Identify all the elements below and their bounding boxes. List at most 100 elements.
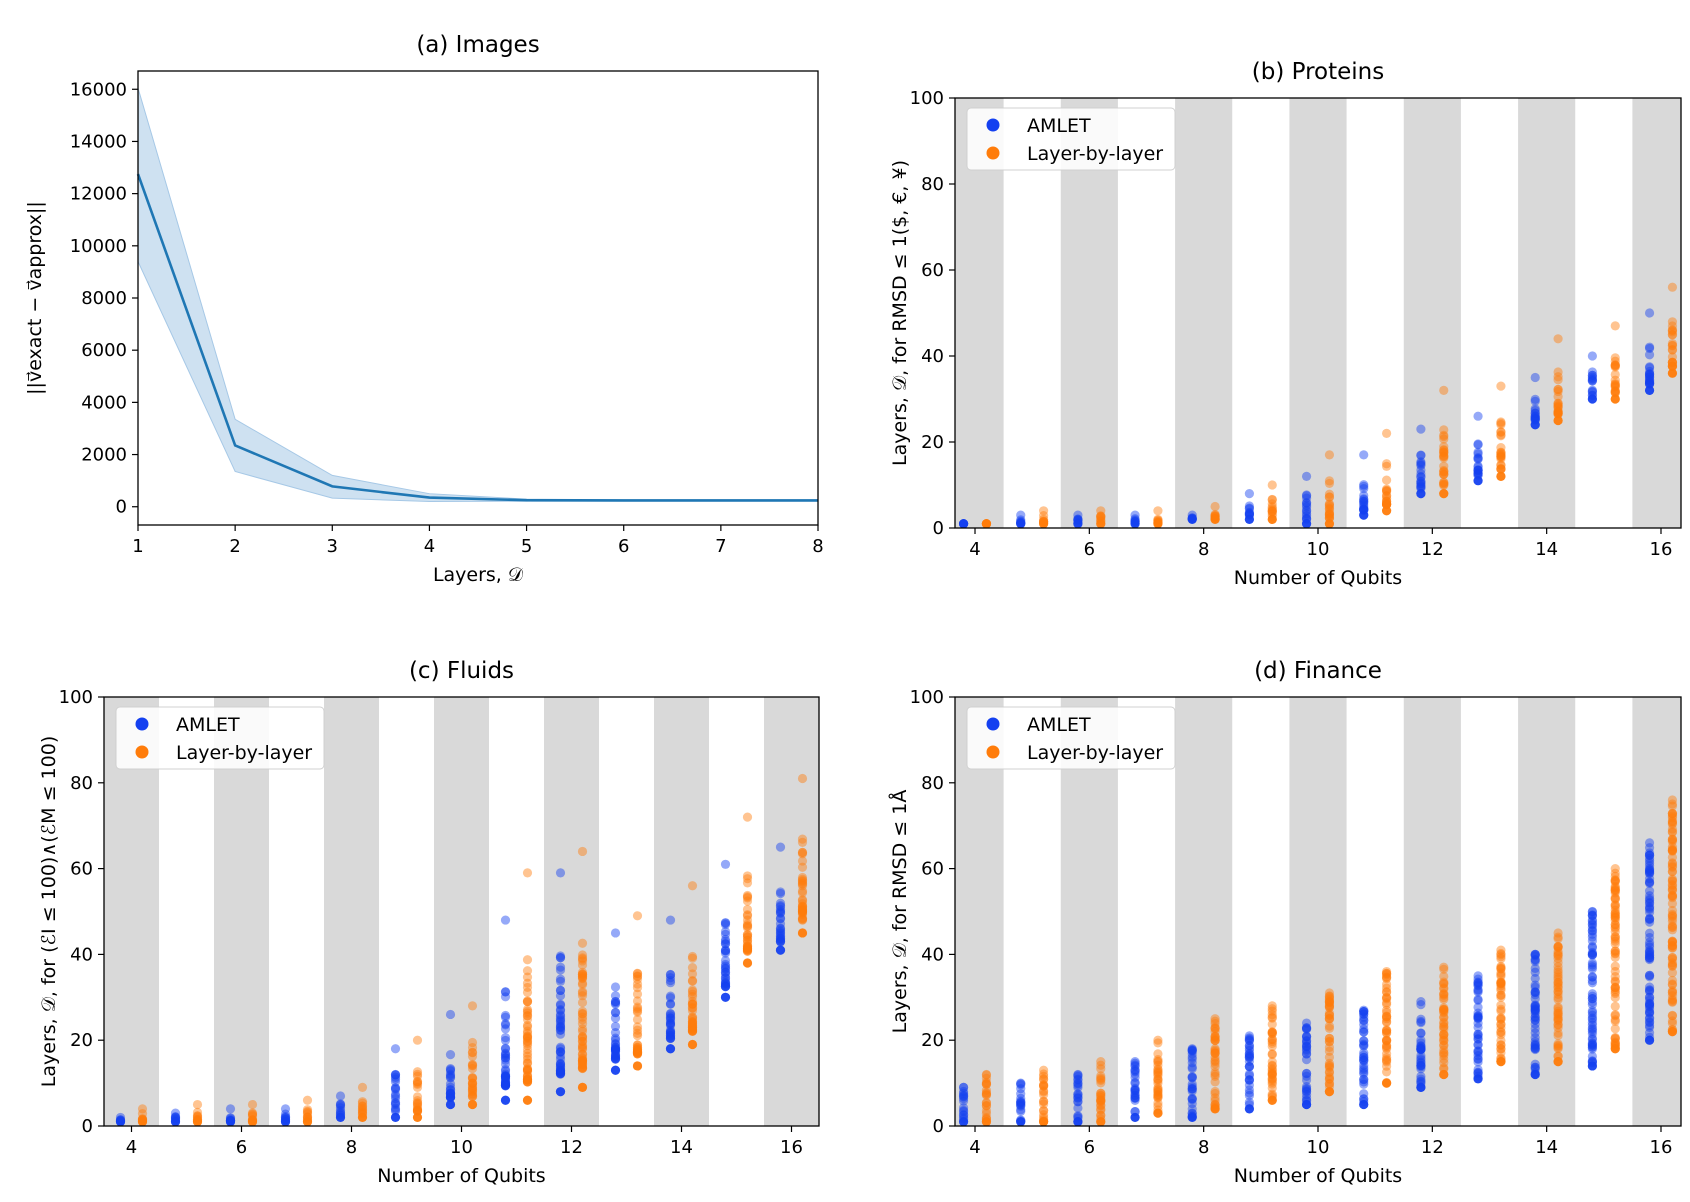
data-point (1553, 1020, 1563, 1030)
data-point (577, 1059, 588, 1070)
data-point (1439, 447, 1449, 457)
data-point (1644, 917, 1655, 927)
data-point (1496, 970, 1506, 980)
data-point (742, 944, 753, 954)
data-point (1416, 450, 1426, 461)
data-point (1267, 1057, 1277, 1067)
data-point (1644, 992, 1655, 1002)
data-point (1301, 493, 1312, 503)
data-point (1667, 352, 1678, 362)
data-point (1016, 1093, 1026, 1103)
data-point (1667, 921, 1678, 931)
data-point (577, 1015, 588, 1025)
data-point (555, 1068, 566, 1078)
data-point (1210, 1048, 1220, 1058)
data-point (1096, 1110, 1106, 1120)
data-point (555, 965, 566, 975)
data-point (1016, 510, 1026, 520)
data-point (1016, 1105, 1026, 1115)
data-point (1587, 910, 1597, 921)
data-point (1073, 1089, 1083, 1099)
data-point (1587, 916, 1597, 926)
data-point (687, 989, 698, 999)
data-point (775, 887, 786, 897)
data-point (467, 1090, 478, 1101)
data-point (1359, 1055, 1369, 1065)
data-point (1496, 1027, 1506, 1037)
data-point (665, 1033, 676, 1043)
data-point (1267, 1079, 1277, 1089)
data-point (555, 1006, 566, 1016)
data-point (1553, 977, 1563, 988)
data-point (1416, 1044, 1426, 1054)
data-point (1644, 999, 1655, 1010)
data-point (1267, 1074, 1277, 1084)
data-point (467, 1073, 478, 1083)
data-point (1553, 398, 1563, 409)
chart-title: (b) Proteins (1252, 59, 1384, 85)
data-point (1644, 951, 1655, 961)
data-point (1301, 1023, 1312, 1033)
data-point (390, 1070, 401, 1080)
data-point (1210, 1096, 1220, 1106)
data-point (1324, 492, 1335, 502)
data-point (1073, 1096, 1083, 1107)
data-point (1416, 1082, 1426, 1092)
data-point (1667, 941, 1678, 951)
data-point (775, 842, 786, 852)
data-point (1301, 1049, 1312, 1059)
data-point (1416, 1064, 1426, 1074)
data-point (1359, 1050, 1369, 1060)
data-point (445, 1073, 456, 1083)
data-point (1381, 428, 1392, 438)
data-point (555, 985, 566, 995)
legend-box (966, 706, 1176, 770)
data-point (1644, 848, 1655, 858)
data-point (1496, 978, 1506, 988)
data-point (1359, 1060, 1369, 1070)
data-point (632, 911, 643, 921)
data-point (1644, 902, 1655, 912)
data-point (1530, 987, 1540, 997)
data-point (1644, 982, 1655, 992)
y-tick-label: 60 (921, 859, 944, 880)
data-point (1587, 394, 1597, 404)
data-point (1610, 886, 1620, 896)
data-point (775, 908, 786, 918)
data-point (1153, 1092, 1163, 1102)
data-point (1324, 1067, 1335, 1077)
data-point (958, 1090, 969, 1100)
data-point (1381, 484, 1392, 494)
data-point (1381, 1035, 1392, 1045)
data-point (412, 1035, 423, 1045)
data-point (1130, 1069, 1140, 1079)
data-point (720, 979, 731, 989)
data-point (1610, 378, 1620, 389)
data-point (1416, 1041, 1426, 1051)
data-point (1473, 1054, 1483, 1064)
data-point (500, 1010, 511, 1021)
data-point (632, 1046, 643, 1056)
data-point (1381, 496, 1392, 506)
data-point (1553, 942, 1563, 953)
data-point (665, 1025, 676, 1035)
data-point (1473, 987, 1483, 997)
data-point (1244, 1061, 1255, 1071)
data-point (1381, 1007, 1392, 1018)
data-point (1301, 1031, 1312, 1042)
data-point (1473, 1012, 1483, 1022)
data-point (1153, 1089, 1163, 1100)
data-point (687, 1023, 698, 1033)
data-point (1473, 995, 1483, 1005)
data-point (500, 1012, 511, 1022)
data-point (445, 1089, 456, 1099)
data-point (1587, 1039, 1597, 1049)
data-point (1667, 858, 1678, 868)
data-point (390, 1069, 401, 1080)
data-point (555, 985, 566, 996)
data-point (1644, 928, 1655, 938)
y-tick-label: 8000 (81, 288, 127, 309)
y-tick-label: 0 (933, 518, 944, 539)
data-point (1381, 1056, 1392, 1066)
data-point (500, 1051, 511, 1061)
